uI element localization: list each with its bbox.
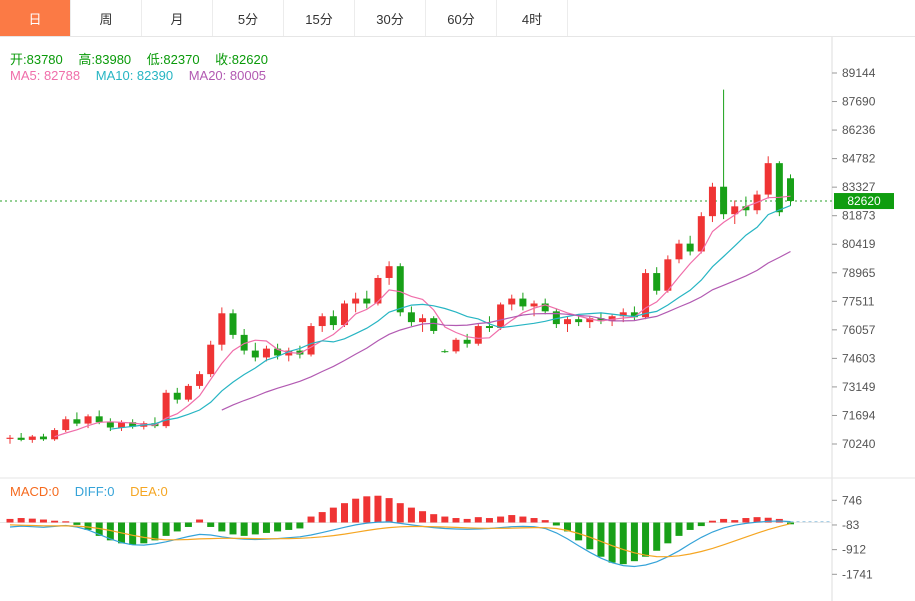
tab-15min[interactable]: 15分 xyxy=(284,0,355,36)
svg-text:746: 746 xyxy=(842,493,862,507)
tab-day[interactable]: 日 xyxy=(0,0,71,36)
svg-text:89144: 89144 xyxy=(842,66,876,80)
ma20-value: MA20: 80005 xyxy=(188,68,267,83)
tab-30min[interactable]: 30分 xyxy=(355,0,426,36)
close-value: 收:82620 xyxy=(215,52,268,67)
tab-5min[interactable]: 5分 xyxy=(213,0,284,36)
dea-value: DEA:0 xyxy=(130,484,168,499)
tab-4hour[interactable]: 4时 xyxy=(497,0,568,36)
tab-60min[interactable]: 60分 xyxy=(426,0,497,36)
diff-value: DIFF:0 xyxy=(74,484,115,499)
svg-text:84782: 84782 xyxy=(842,152,876,166)
open-value: 开:83780 xyxy=(10,52,63,67)
svg-text:-83: -83 xyxy=(842,518,860,532)
price-axis: 89144 87690 86236 84782 83327 81873 80419 78965… xyxy=(832,66,876,451)
chart-area: 89144 87690 86236 84782 83327 81873 80419 78965… xyxy=(0,37,915,601)
svg-text:-912: -912 xyxy=(842,543,866,557)
svg-text:86236: 86236 xyxy=(842,123,876,137)
svg-text:77511: 77511 xyxy=(842,294,875,308)
kline-chart[interactable]: 89144 87690 86236 84782 83327 81873 80419 78965… xyxy=(0,37,915,601)
svg-text:74603: 74603 xyxy=(842,351,876,365)
dea-line xyxy=(9,523,791,558)
svg-text:80419: 80419 xyxy=(842,237,876,251)
current-price-tag: 82620 xyxy=(834,193,894,210)
ohlc-legend: 开:83780 高:83980 低:82370 收:82620 xyxy=(10,49,280,68)
ma5-value: MA5: 82788 xyxy=(10,68,81,83)
tab-month[interactable]: 月 xyxy=(142,0,213,36)
svg-text:81873: 81873 xyxy=(842,209,876,223)
candles[interactable] xyxy=(6,89,795,444)
svg-text:87690: 87690 xyxy=(842,95,876,109)
ma-legend: MA5: 82788 MA10: 82390 MA20: 80005 xyxy=(10,68,278,83)
chart-frame xyxy=(0,37,915,601)
low-value: 低:82370 xyxy=(146,52,200,67)
diff-line xyxy=(9,520,791,568)
macd-histogram xyxy=(6,495,794,565)
svg-text:73149: 73149 xyxy=(842,380,876,394)
macd-legend: MACD:0 DIFF:0 DEA:0 xyxy=(10,484,180,499)
high-value: 高:83980 xyxy=(78,52,132,67)
svg-text:78965: 78965 xyxy=(842,266,876,280)
macd-value: MACD:0 xyxy=(10,484,60,499)
tab-week[interactable]: 周 xyxy=(71,0,142,36)
svg-text:83327: 83327 xyxy=(842,180,876,194)
ma5-line xyxy=(54,195,791,438)
svg-text:76057: 76057 xyxy=(842,323,876,337)
svg-text:82620: 82620 xyxy=(847,194,881,208)
svg-text:71694: 71694 xyxy=(842,408,876,422)
macd-axis: 746 -83 -912 -1741 xyxy=(832,493,873,581)
svg-text:-1741: -1741 xyxy=(842,567,873,581)
ma10-value: MA10: 82390 xyxy=(95,68,174,83)
ma20-line xyxy=(221,250,791,411)
interval-tabbar: 日 周 月 5分 15分 30分 60分 4时 xyxy=(0,0,915,37)
svg-text:70240: 70240 xyxy=(842,437,876,451)
ma10-line xyxy=(110,205,791,430)
